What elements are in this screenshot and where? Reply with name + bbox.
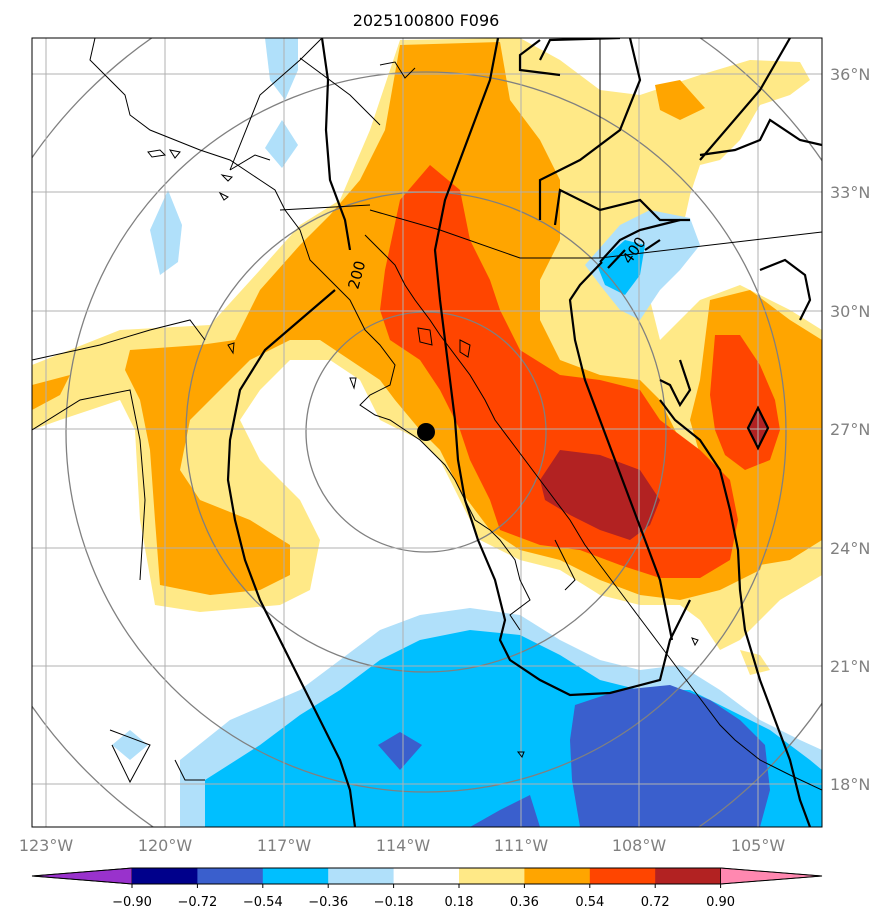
lat-label-30: 30°N <box>830 302 870 321</box>
colorbar-tick-label: −0.90 <box>112 895 152 910</box>
lat-label-36: 36°N <box>830 65 870 84</box>
longitude-labels: 123°W 120°W 117°W 114°W 111°W 108°W 105°… <box>19 836 786 855</box>
storm-center-marker <box>417 423 435 441</box>
colorbar-tick-label: −0.18 <box>374 895 414 910</box>
colorbar-segment <box>589 868 656 884</box>
height-contours <box>226 38 822 827</box>
coastline <box>32 38 822 791</box>
colorbar-segment <box>328 868 395 884</box>
colorbar-tick-label: 0.36 <box>510 895 539 910</box>
lon-label-114: 114°W <box>376 836 431 855</box>
colorbar-segment <box>459 868 525 884</box>
lon-label-120: 120°W <box>138 836 193 855</box>
lat-label-21: 21°N <box>830 657 870 676</box>
colorbar-segment <box>132 868 198 884</box>
lon-label-108: 108°W <box>612 836 667 855</box>
colorbar-extend-min <box>31 867 133 885</box>
lon-label-123: 123°W <box>19 836 74 855</box>
lat-label-18: 18°N <box>830 775 870 794</box>
colorbar-tick-label: 0.54 <box>575 895 604 910</box>
latitude-labels: 36°N 33°N 30°N 27°N 24°N 21°N 18°N <box>830 65 870 794</box>
colorbar-tick-label: 0.72 <box>641 895 670 910</box>
map-title: 2025100800 F096 <box>353 11 500 30</box>
colorbar-tick-label: −0.36 <box>308 895 348 910</box>
graticule <box>32 38 822 827</box>
colorbar-tick-label: 0.18 <box>445 895 474 910</box>
colorbar-tick-label: −0.54 <box>243 895 283 910</box>
colorbar: −0.90 −0.72 −0.54 −0.36 −0.18 0.18 0.36 0.54 0.7… <box>31 867 823 910</box>
lat-label-24: 24°N <box>830 539 870 558</box>
lon-label-117: 117°W <box>257 836 312 855</box>
colorbar-segment <box>393 868 460 884</box>
colorbar-segment <box>655 868 722 884</box>
lon-label-105: 105°W <box>731 836 786 855</box>
colorbar-segment <box>262 868 329 884</box>
lon-label-111: 111°W <box>494 836 549 855</box>
colorbar-segment <box>524 868 591 884</box>
colorbar-segment <box>197 868 264 884</box>
map-frame <box>31 37 823 828</box>
colorbar-tick-label: −0.72 <box>177 895 217 910</box>
colorbar-extend-max <box>720 867 823 885</box>
colorbar-tick-label: 0.90 <box>706 895 735 910</box>
islands <box>147 149 699 758</box>
lat-label-27: 27°N <box>830 420 870 439</box>
anomaly-fill-neg-3 <box>378 685 770 827</box>
lat-label-33: 33°N <box>830 183 870 202</box>
